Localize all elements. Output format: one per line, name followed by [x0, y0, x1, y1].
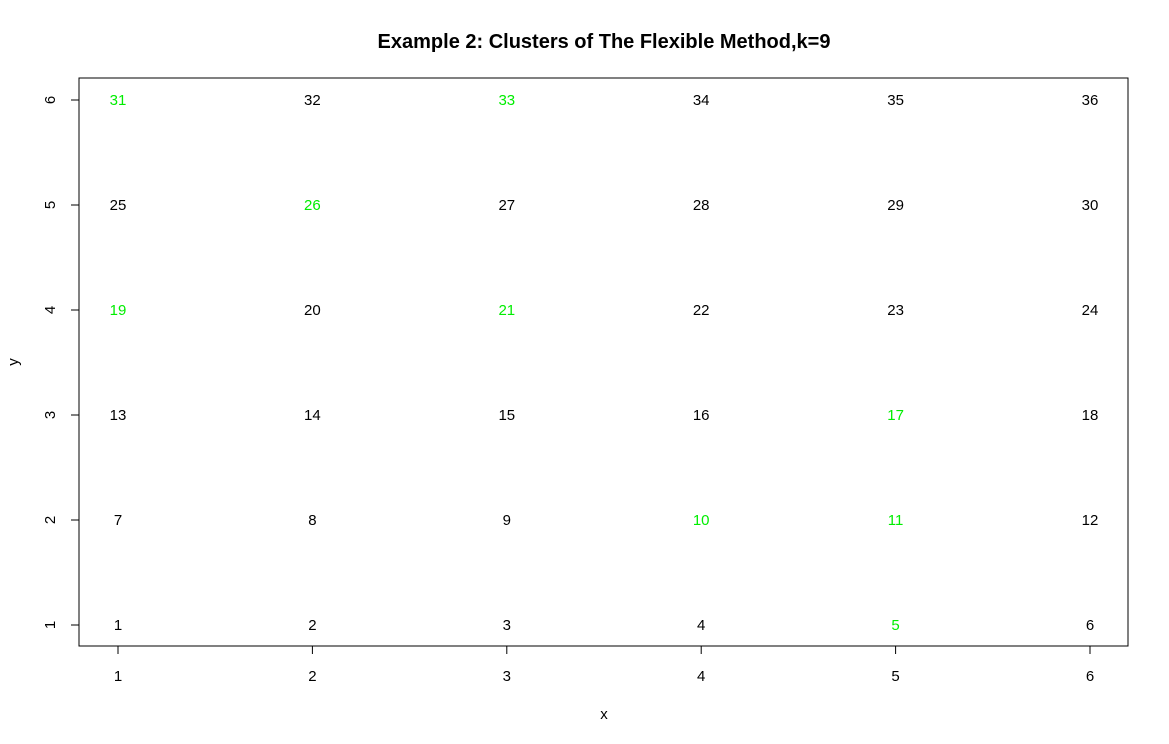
point-label-12: 12 — [1082, 512, 1099, 529]
point-label-22: 22 — [693, 302, 710, 319]
y-tick-label: 2 — [42, 516, 59, 524]
point-label-31: 31 — [110, 92, 127, 109]
point-label-6: 6 — [1086, 617, 1094, 634]
point-label-18: 18 — [1082, 407, 1099, 424]
point-label-24: 24 — [1082, 302, 1099, 319]
point-label-14: 14 — [304, 407, 321, 424]
point-label-36: 36 — [1082, 92, 1099, 109]
point-label-35: 35 — [887, 92, 904, 109]
x-axis-label: x — [600, 706, 608, 723]
x-axis: 1 2 3 4 5 6 — [114, 645, 1094, 685]
point-label-33: 33 — [498, 92, 515, 109]
point-label-8: 8 — [308, 512, 316, 529]
point-label-19: 19 — [110, 302, 127, 319]
point-label-20: 20 — [304, 302, 321, 319]
chart-title: Example 2: Clusters of The Flexible Meth… — [378, 31, 831, 53]
point-label-10: 10 — [693, 512, 710, 529]
point-label-28: 28 — [693, 197, 710, 214]
point-label-3: 3 — [503, 617, 511, 634]
point-label-23: 23 — [887, 302, 904, 319]
y-axis: 1 2 3 4 5 6 — [42, 96, 80, 629]
point-label-13: 13 — [110, 407, 127, 424]
point-label-27: 27 — [498, 197, 515, 214]
point-label-7: 7 — [114, 512, 122, 529]
point-label-34: 34 — [693, 92, 710, 109]
plot-frame — [78, 77, 1129, 647]
point-label-15: 15 — [498, 407, 515, 424]
y-tick-label: 5 — [42, 201, 59, 209]
x-tick-label: 2 — [308, 668, 316, 685]
x-tick-label: 5 — [891, 668, 899, 685]
y-tick-label: 3 — [42, 411, 59, 419]
point-label-11: 11 — [888, 512, 904, 529]
point-label-2: 2 — [308, 617, 316, 634]
point-label-32: 32 — [304, 92, 321, 109]
point-label-21: 21 — [498, 302, 515, 319]
y-tick-label: 4 — [42, 306, 59, 314]
y-tick-label: 1 — [42, 621, 59, 629]
point-label-4: 4 — [697, 617, 705, 634]
point-label-26: 26 — [304, 197, 321, 214]
y-tick-label: 6 — [42, 96, 59, 104]
point-label-9: 9 — [503, 512, 511, 529]
x-tick-label: 3 — [503, 668, 511, 685]
y-axis-label: y — [5, 358, 22, 366]
point-label-17: 17 — [887, 407, 904, 424]
x-tick-label: 6 — [1086, 668, 1094, 685]
point-label-30: 30 — [1082, 197, 1099, 214]
point-label-25: 25 — [110, 197, 127, 214]
point-label-16: 16 — [693, 407, 710, 424]
x-tick-label: 4 — [697, 668, 705, 685]
point-label-5: 5 — [891, 617, 899, 634]
point-label-1: 1 — [114, 617, 122, 634]
point-label-29: 29 — [887, 197, 904, 214]
x-tick-label: 1 — [114, 668, 122, 685]
